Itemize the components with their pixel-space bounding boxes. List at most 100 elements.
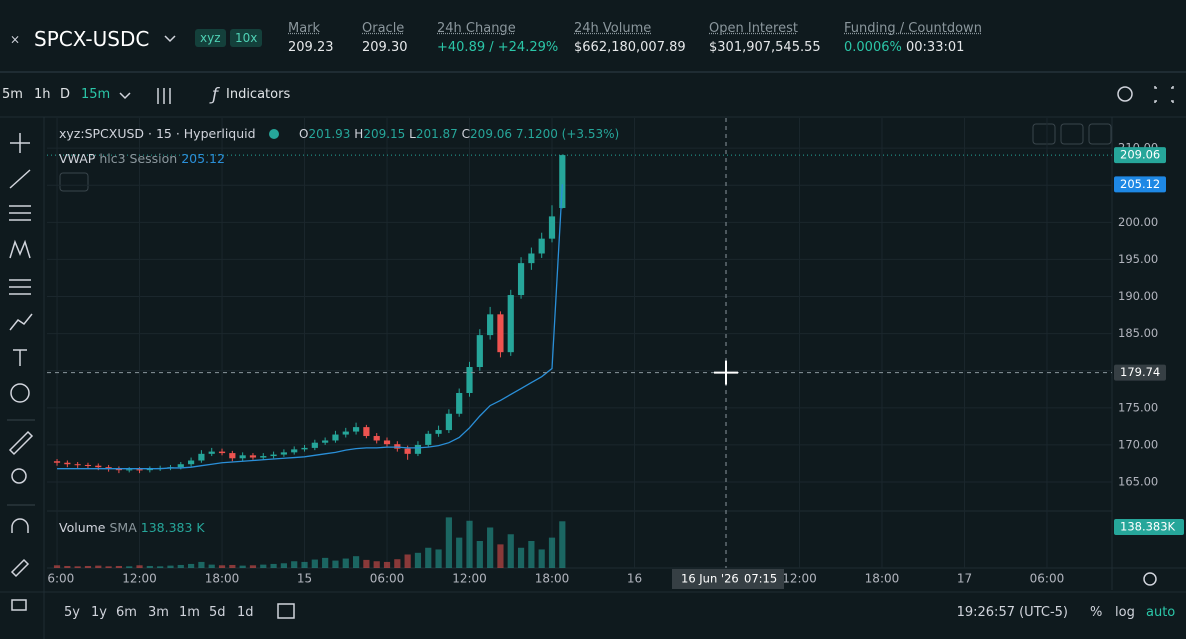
crosshair-tag-bg: [1114, 364, 1166, 381]
magnet-tool[interactable]: [11, 518, 29, 533]
volume-bar: [105, 566, 112, 568]
search[interactable]: [1117, 86, 1133, 102]
volume-bar: [538, 549, 545, 568]
volume-bar: [218, 565, 226, 568]
volume-name: Volume: [59, 520, 106, 535]
x-axis: 06:00 12:00 18:00 15 06:00 12:00 18:00 16 12:00 1…: [47, 572, 1064, 586]
interval[interactable]: D: [60, 87, 71, 102]
x-tick-label: 12:00: [782, 572, 817, 586]
range[interactable]: 5y: [64, 605, 80, 620]
volume-tag: 138.383K: [1120, 520, 1176, 534]
volume-bar: [187, 563, 195, 568]
volume-bar: [425, 547, 432, 568]
volume-bar: [64, 565, 71, 568]
chart-type[interactable]: [157, 88, 171, 104]
last-price-tag: 209.06: [1120, 148, 1160, 162]
range[interactable]: 1m: [179, 605, 200, 620]
volume-bar: [280, 563, 287, 568]
zoom-tool[interactable]: [11, 468, 27, 484]
pattern-tool[interactable]: [9, 239, 31, 259]
volume-bar: [115, 565, 123, 568]
text-tool[interactable]: [13, 349, 27, 366]
projection-tool[interactable]: [9, 279, 31, 295]
time-tag: 07:15: [744, 572, 777, 586]
volume-bar: [229, 564, 236, 568]
candle-body: [497, 314, 504, 353]
candle-body: [528, 253, 535, 264]
percent-toggle[interactable]: %: [1090, 605, 1103, 620]
date-range[interactable]: [277, 603, 295, 619]
interval[interactable]: 1h: [34, 87, 51, 102]
pencil-lock-tool[interactable]: [10, 558, 30, 578]
stat-value: 0.0006%: [844, 40, 902, 55]
volume-bar: [517, 547, 525, 568]
range[interactable]: 1d: [237, 605, 254, 620]
range[interactable]: 6m: [116, 605, 137, 620]
interval-menu[interactable]: [119, 92, 131, 100]
brush-tool[interactable]: [9, 313, 33, 331]
collapse[interactable]: [59, 172, 89, 192]
plot: [53, 154, 566, 568]
stat-label: 24h Change: [437, 21, 516, 36]
ohlc-value: 201.87: [415, 127, 458, 141]
stat-value: $301,907,545.55: [709, 40, 821, 55]
button[interactable]: [1032, 123, 1056, 145]
fullscreen[interactable]: [1154, 86, 1174, 103]
candle-body: [373, 436, 380, 441]
button[interactable]: [1088, 123, 1112, 145]
candle-body: [146, 468, 153, 471]
ohlc-key: H: [354, 127, 364, 141]
candle-body: [466, 367, 473, 393]
range[interactable]: 5d: [209, 605, 226, 620]
emoji-tool[interactable]: [10, 383, 30, 403]
candle-body: [507, 295, 514, 353]
volume-bar: [249, 565, 257, 568]
stat-value: 209.30: [362, 40, 408, 55]
volume-bar: [239, 565, 246, 568]
volume-bar: [95, 565, 102, 568]
candle-body: [270, 454, 277, 457]
candle-body: [136, 469, 143, 471]
symbol[interactable]: SPCX-USDC: [34, 27, 150, 51]
settings[interactable]: [1143, 572, 1157, 586]
interval[interactable]: 5m: [2, 87, 23, 102]
candle-body: [84, 464, 92, 466]
indicators[interactable]: Indicators: [226, 87, 291, 102]
interval-active[interactable]: 15m: [81, 87, 111, 102]
auto-toggle[interactable]: auto: [1146, 605, 1176, 620]
stat-value: 209.23: [288, 40, 334, 55]
log-toggle[interactable]: log: [1115, 605, 1135, 620]
pane-buttons: [59, 123, 1112, 192]
symbol-menu[interactable]: [164, 35, 176, 43]
lock-tool[interactable]: [11, 599, 27, 611]
line-tool[interactable]: [9, 169, 31, 189]
x-tick-label: 18:00: [865, 572, 900, 586]
volume-bar: [291, 561, 298, 568]
ruler-tool[interactable]: [8, 430, 34, 456]
volume-bar: [84, 565, 92, 568]
volume-bar: [456, 537, 463, 568]
volume-bar: [414, 552, 422, 568]
volume-bar: [167, 565, 174, 568]
volume-bar: [363, 559, 370, 568]
candle-body: [239, 455, 246, 459]
y-tick-label: 190.00: [1118, 289, 1158, 303]
volume-legend: Volume SMA 138.383 K: [59, 520, 205, 535]
candle-body: [260, 456, 267, 458]
vwap-tag-bg: [1114, 176, 1166, 193]
fib-tool[interactable]: [9, 205, 31, 221]
badge: xyz: [195, 29, 226, 47]
candle-body: [435, 430, 442, 434]
candle-body: [105, 467, 112, 469]
button[interactable]: [1060, 123, 1084, 145]
volume-bar: [146, 565, 153, 568]
candle-body: [332, 434, 339, 441]
crosshair-tool[interactable]: [10, 133, 30, 153]
candle-body: [342, 431, 349, 435]
x-tick-label: 06:00: [370, 572, 405, 586]
range[interactable]: 1y: [91, 605, 107, 620]
date-tag-bg: [672, 569, 784, 589]
y-tick-label: 195.00: [1118, 252, 1158, 266]
y-tick-label: 185.00: [1118, 326, 1158, 340]
range[interactable]: 3m: [148, 605, 169, 620]
